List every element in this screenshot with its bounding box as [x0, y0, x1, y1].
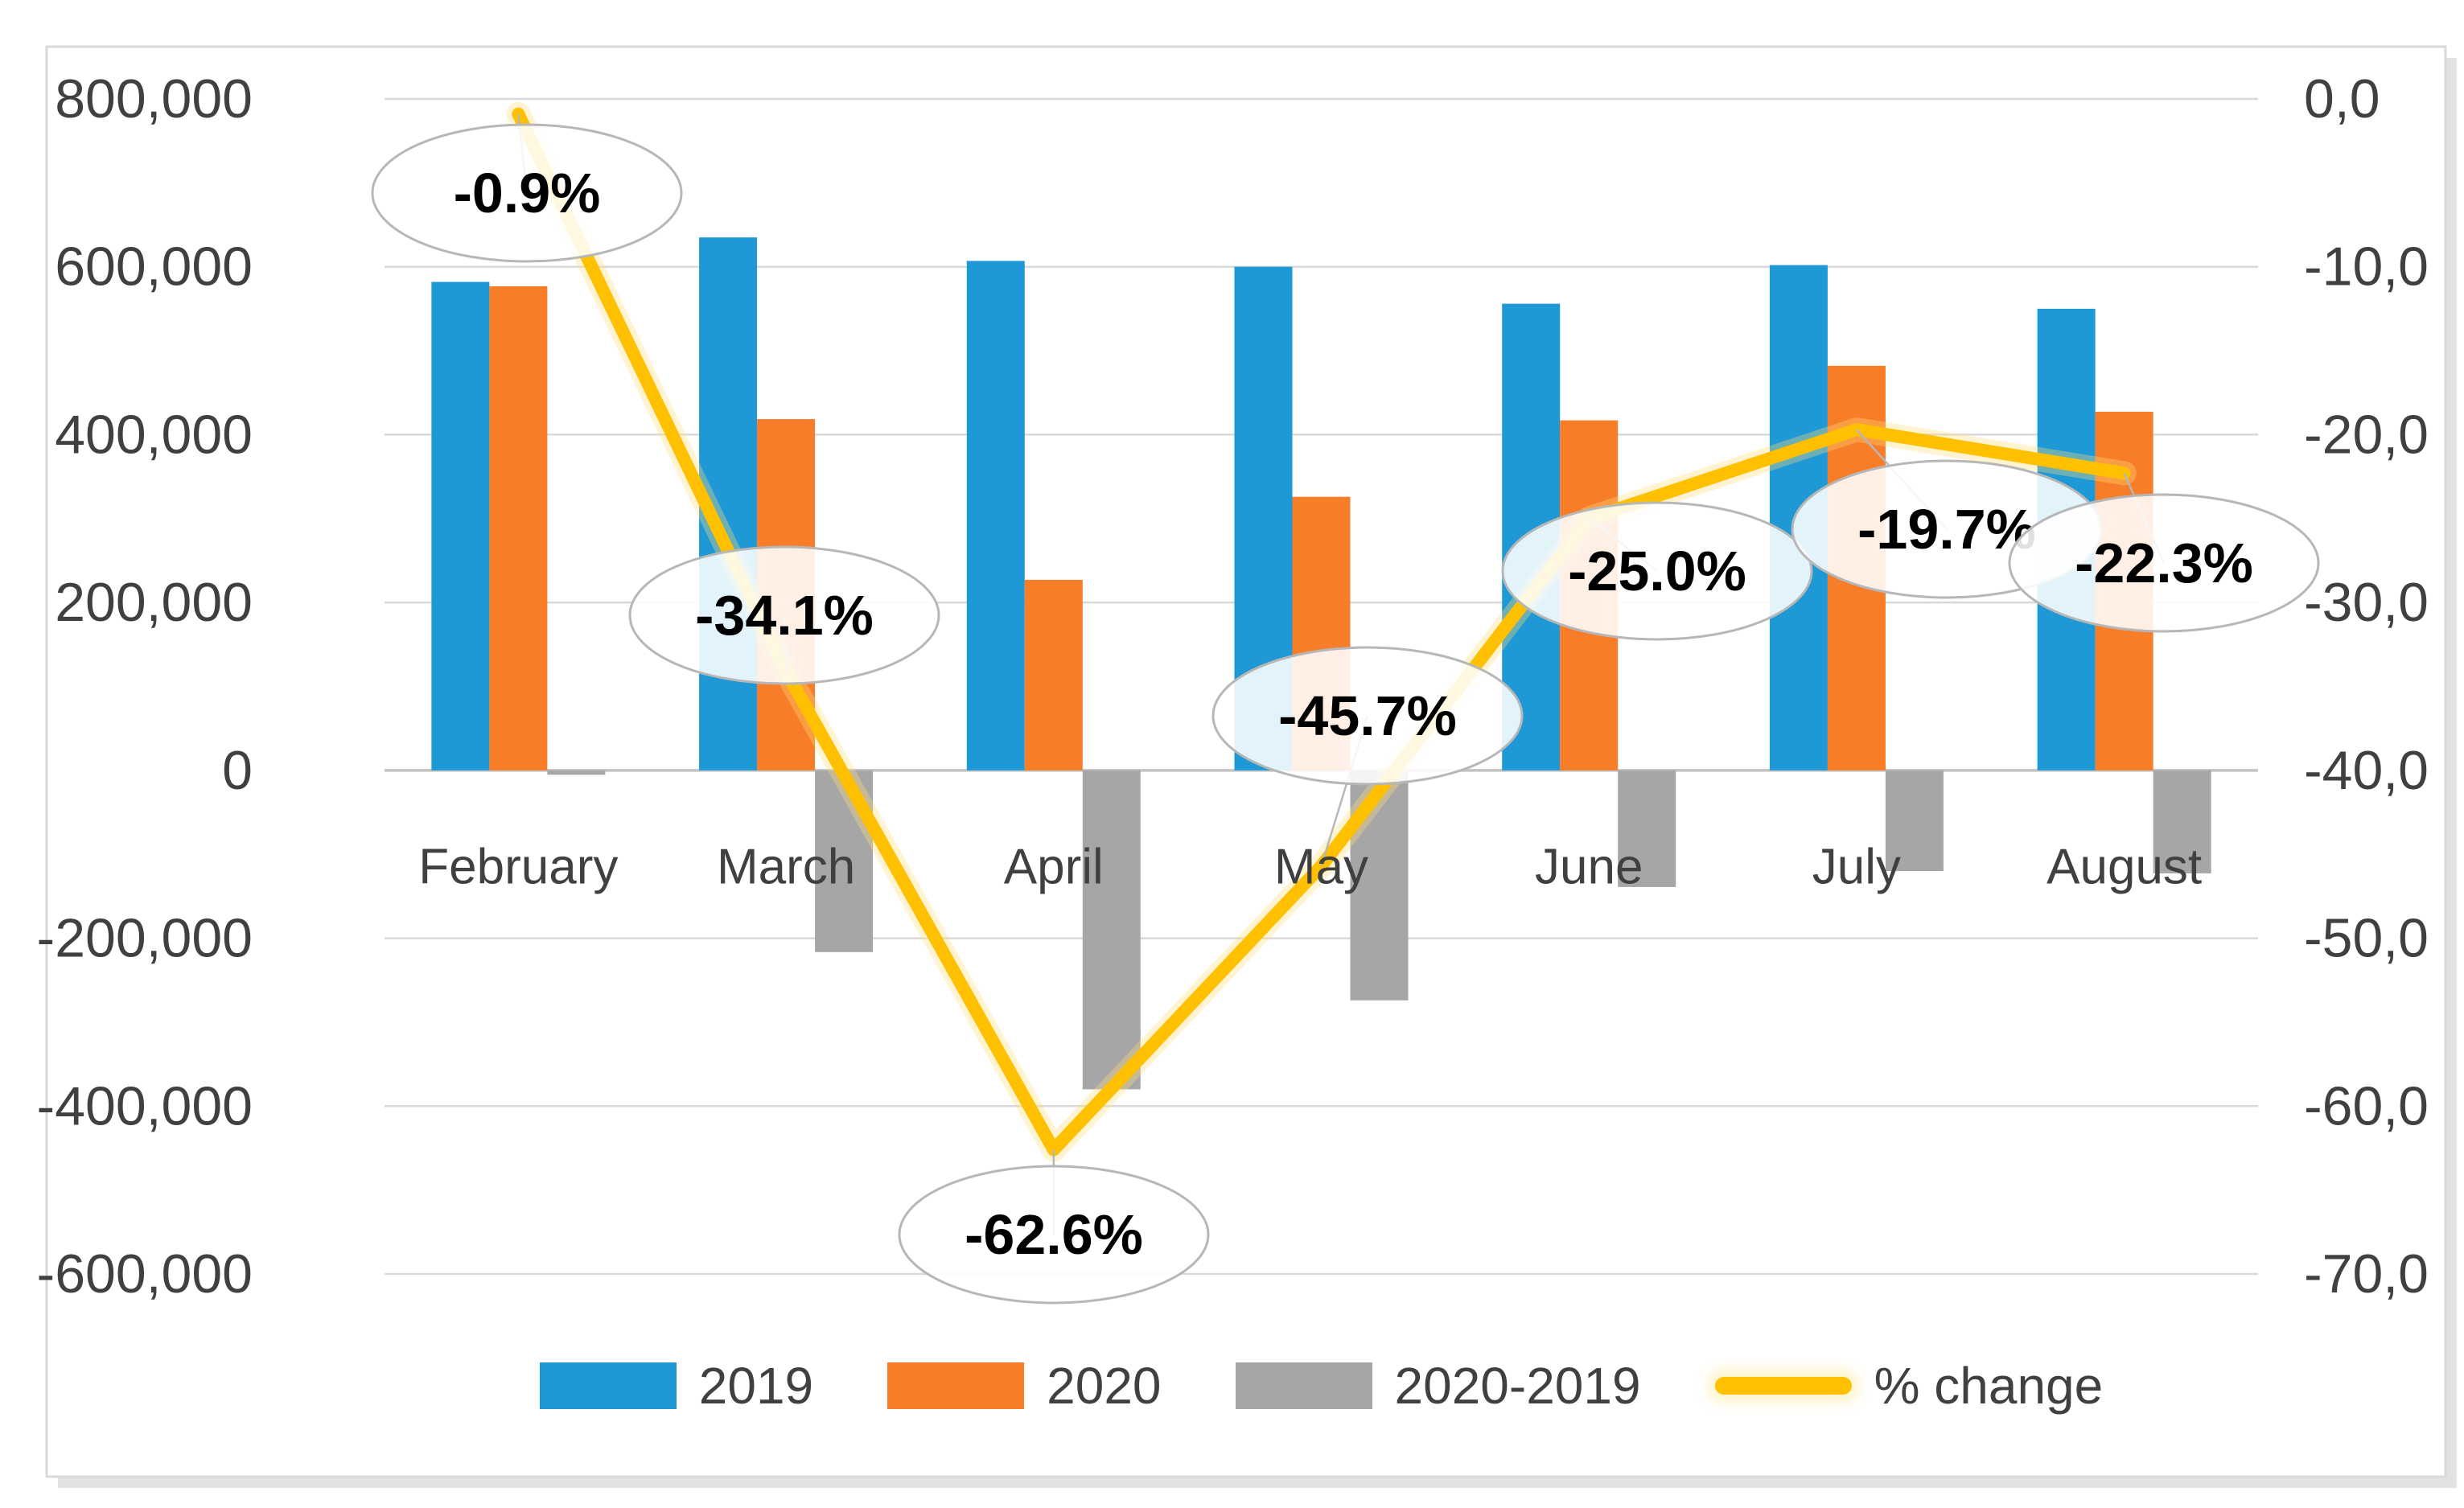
bar-2020-2019-july	[1885, 770, 1944, 872]
right-axis-tick-0: 0,0	[2304, 68, 2380, 129]
left-axis-tick-7: -600,000	[37, 1243, 253, 1305]
left-axis-tick-4: 0	[222, 740, 253, 801]
callout-ellipse-april	[898, 1165, 1210, 1305]
right-axis-tick-6: -60,0	[2304, 1075, 2429, 1136]
right-axis-tick-5: -50,0	[2304, 908, 2429, 969]
legend-swatch-2020	[887, 1362, 1025, 1409]
bar-2020-april	[1024, 579, 1083, 770]
callout-label-april: -62.6%	[965, 1203, 1143, 1266]
callout-ellipse-february	[371, 123, 683, 263]
legend-item-2020: 2020	[887, 1356, 1162, 1416]
callout-ellipse-june	[1501, 501, 1813, 641]
bar-2019-april	[966, 261, 1025, 770]
x-axis-label-august: August	[2046, 840, 2202, 895]
left-axis-tick-6: -400,000	[37, 1075, 253, 1136]
legend-swatch-2019	[539, 1362, 677, 1409]
callout-label-may: -45.7%	[1278, 684, 1457, 747]
left-axis-tick-5: -200,000	[37, 908, 253, 969]
x-axis-label-may: May	[1274, 840, 1368, 895]
legend-item-pct-change: % change	[1714, 1356, 2104, 1416]
callout-label-march: -34.1%	[695, 584, 874, 647]
bar-2020-2019-august	[2153, 770, 2211, 873]
legend-line-swatch-pct-change	[1714, 1377, 1852, 1395]
x-axis-label-june: June	[1535, 840, 1643, 895]
right-axis-tick-4: -40,0	[2304, 740, 2429, 801]
legend-label-2020-2019: 2020-2019	[1394, 1357, 1641, 1415]
bar-2020-2019-june	[1618, 770, 1676, 887]
legend-swatch-2020-2019	[1235, 1362, 1372, 1409]
legend-label-2020: 2020	[1047, 1357, 1162, 1415]
right-axis-tick-2: -20,0	[2304, 404, 2429, 465]
x-axis-label-march: March	[717, 840, 855, 895]
x-axis-label-april: April	[1004, 840, 1104, 895]
x-axis-label-february: February	[418, 840, 618, 895]
bar-2020-2019-april	[1082, 770, 1141, 1090]
left-axis-tick-2: 400,000	[55, 404, 253, 465]
callout-label-august: -22.3%	[2075, 532, 2253, 594]
legend-label-2019: 2019	[698, 1357, 814, 1415]
callout-ellipse-august	[2008, 493, 2320, 633]
right-axis-tick-3: -30,0	[2304, 572, 2429, 633]
bar-2020-2019-february	[547, 770, 606, 775]
left-axis-tick-0: 800,000	[55, 68, 253, 129]
callout-ellipse-march	[628, 545, 940, 685]
chart-legend: 2019 2020 2020-2019 % change	[385, 1356, 2258, 1416]
x-axis-label-july: July	[1812, 840, 1901, 895]
right-axis-tick-7: -70,0	[2304, 1243, 2429, 1305]
left-axis-tick-3: 200,000	[55, 572, 253, 633]
callout-label-june: -25.0%	[1568, 540, 1746, 602]
callout-ellipse-may	[1211, 646, 1524, 786]
callout-label-february: -0.9%	[454, 162, 601, 224]
legend-label-pct-change: % change	[1874, 1357, 2104, 1415]
bar-2020-february	[489, 286, 548, 770]
bar-2019-february	[431, 281, 490, 770]
left-axis-tick-1: 600,000	[55, 236, 253, 298]
callout-label-july: -19.7%	[1857, 498, 2036, 561]
legend-item-2019: 2019	[539, 1356, 814, 1416]
legend-item-2020-2019: 2020-2019	[1235, 1356, 1641, 1416]
right-axis-tick-1: -10,0	[2304, 236, 2429, 298]
